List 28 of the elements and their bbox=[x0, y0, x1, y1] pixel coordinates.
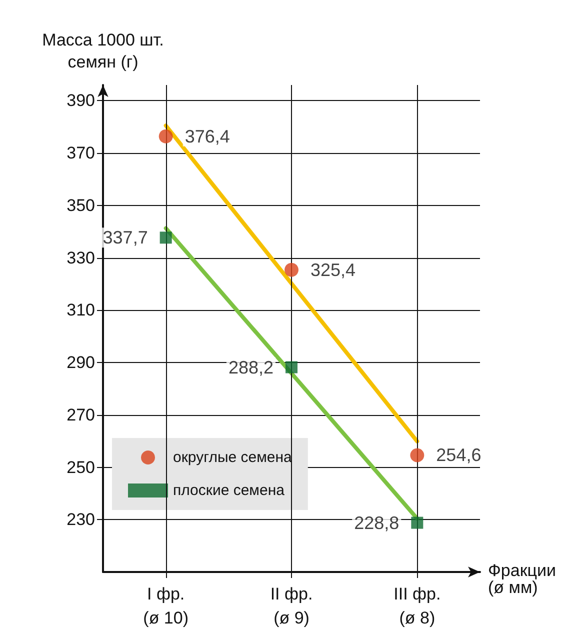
data-label: 288,2 bbox=[228, 357, 274, 378]
data-label: 228,8 bbox=[354, 512, 400, 533]
point bbox=[410, 448, 424, 462]
data-label: 325,4 bbox=[310, 260, 356, 280]
point bbox=[411, 516, 424, 529]
y-tick-label: 390 bbox=[66, 91, 95, 110]
legend-label: округлые семена bbox=[173, 449, 293, 466]
y-tick-label: 370 bbox=[66, 144, 95, 163]
x-axis-title: Фракции (ø мм) bbox=[488, 561, 556, 597]
legend-label: плоские семена bbox=[173, 482, 286, 499]
y-tick-label: 250 bbox=[66, 458, 95, 477]
point bbox=[158, 129, 173, 144]
data-label: 337,7 bbox=[102, 228, 148, 248]
y-tick-label: 350 bbox=[66, 196, 95, 215]
x-tick-label: III фр. (ø 8) bbox=[394, 584, 441, 628]
x-tick-label: II фр. (ø 9) bbox=[270, 584, 313, 628]
y-tick-label: 270 bbox=[66, 405, 95, 424]
y-tick-label: 230 bbox=[66, 510, 95, 530]
y-axis-title: Масса 1000 шт. семян (г) bbox=[42, 30, 164, 72]
y-tick-label: 290 bbox=[66, 353, 95, 372]
point bbox=[284, 262, 298, 277]
point bbox=[160, 232, 172, 244]
y-tick-label: 310 bbox=[66, 300, 95, 320]
x-tick-label: I фр. (ø 10) bbox=[143, 584, 189, 628]
y-tick-label: 330 bbox=[66, 248, 95, 268]
point bbox=[286, 361, 298, 374]
data-label: 254,6 bbox=[436, 445, 482, 466]
data-label: 376,4 bbox=[184, 126, 230, 146]
